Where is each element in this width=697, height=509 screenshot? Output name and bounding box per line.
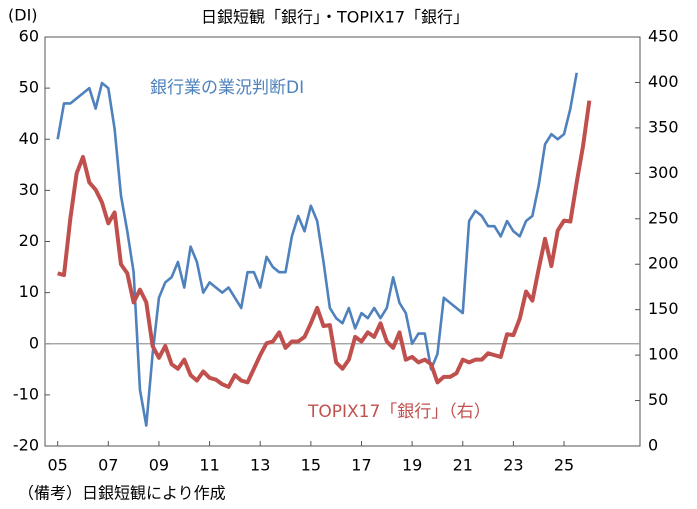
- x-tick-label: 15: [301, 456, 321, 475]
- note: （備考）日銀短観により作成: [18, 484, 226, 503]
- y2-tick-label: 50: [648, 390, 668, 409]
- y-tick-label: 10: [19, 282, 39, 301]
- y2-tick-label: 200: [648, 254, 679, 273]
- x-tick-label: 19: [402, 456, 422, 475]
- y-tick-label: 50: [19, 78, 39, 97]
- y2-tick-label: 100: [648, 345, 679, 364]
- x-tick-label: 07: [98, 456, 118, 475]
- y2-tick-label: 450: [648, 27, 679, 46]
- x-tick-label: 25: [554, 456, 574, 475]
- y-tick-label: 40: [19, 129, 39, 148]
- chart-title: 日銀短観「銀行」・TOPIX17「銀行」: [201, 8, 469, 27]
- x-tick-label: 09: [149, 456, 169, 475]
- series-label: 銀行業の業況判断DI: [150, 78, 304, 98]
- y2-tick-label: 300: [648, 163, 679, 182]
- x-tick-label: 05: [47, 456, 67, 475]
- y-tick-label: 30: [19, 180, 39, 199]
- x-tick-label: 11: [199, 456, 219, 475]
- x-tick-label: 21: [453, 456, 473, 475]
- series-label: TOPIX17「銀行」（右）: [307, 402, 491, 422]
- x-tick-label: 23: [503, 456, 523, 475]
- x-tick-label: 17: [351, 456, 371, 475]
- plot-frame: [44, 36, 641, 447]
- y-tick-label: -20: [13, 436, 39, 455]
- series-line: [56, 72, 578, 427]
- y2-tick-label: 250: [648, 208, 679, 227]
- y-tick-label: 20: [19, 231, 39, 250]
- y2-tick-label: 350: [648, 117, 679, 136]
- y2-tick-label: 400: [648, 72, 679, 91]
- x-tick-label: 13: [250, 456, 270, 475]
- y-axis-label: (DI): [8, 6, 38, 25]
- y2-tick-label: 0: [648, 436, 658, 455]
- y-tick-label: -10: [13, 384, 39, 403]
- y-tick-label: 60: [19, 27, 39, 46]
- series-line: [57, 100, 592, 389]
- y2-tick-label: 150: [648, 299, 679, 318]
- y-tick-label: 0: [29, 333, 39, 352]
